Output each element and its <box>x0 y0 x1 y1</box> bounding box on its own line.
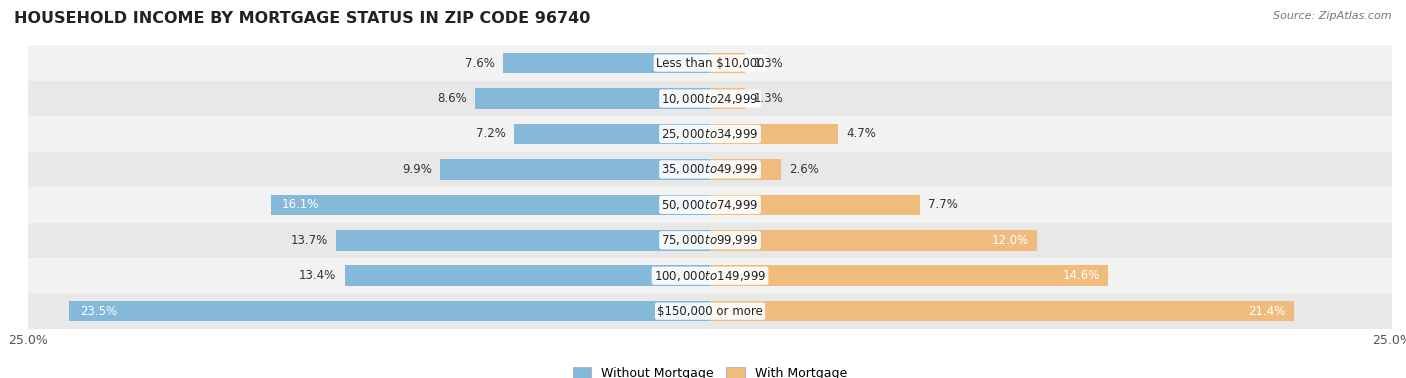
Bar <box>28 81 1392 116</box>
Bar <box>710 230 1038 251</box>
Bar <box>710 124 838 144</box>
Text: 7.2%: 7.2% <box>475 127 506 141</box>
Text: $75,000 to $99,999: $75,000 to $99,999 <box>661 233 759 247</box>
Bar <box>28 293 1392 329</box>
Text: $10,000 to $24,999: $10,000 to $24,999 <box>661 91 759 105</box>
Text: Source: ZipAtlas.com: Source: ZipAtlas.com <box>1274 11 1392 21</box>
Bar <box>440 159 710 180</box>
Text: 8.6%: 8.6% <box>437 92 467 105</box>
Bar <box>28 45 1392 81</box>
Text: 14.6%: 14.6% <box>1063 269 1099 282</box>
Text: 23.5%: 23.5% <box>80 305 117 318</box>
Text: 21.4%: 21.4% <box>1249 305 1285 318</box>
Bar <box>710 53 745 73</box>
Text: HOUSEHOLD INCOME BY MORTGAGE STATUS IN ZIP CODE 96740: HOUSEHOLD INCOME BY MORTGAGE STATUS IN Z… <box>14 11 591 26</box>
Bar <box>336 230 710 251</box>
Bar <box>475 88 710 109</box>
Bar <box>28 152 1392 187</box>
Text: $150,000 or more: $150,000 or more <box>657 305 763 318</box>
Text: 1.3%: 1.3% <box>754 92 783 105</box>
Bar <box>710 88 745 109</box>
Text: 9.9%: 9.9% <box>402 163 432 176</box>
Bar <box>710 195 920 215</box>
Text: 13.7%: 13.7% <box>291 234 328 247</box>
Text: 13.4%: 13.4% <box>299 269 336 282</box>
Bar <box>710 265 1108 286</box>
Bar <box>503 53 710 73</box>
Bar <box>28 187 1392 223</box>
Bar <box>28 258 1392 293</box>
Bar <box>28 116 1392 152</box>
Text: 16.1%: 16.1% <box>281 198 319 211</box>
Bar <box>344 265 710 286</box>
Text: 7.6%: 7.6% <box>464 57 495 70</box>
Bar <box>28 223 1392 258</box>
Text: 4.7%: 4.7% <box>846 127 876 141</box>
Bar <box>710 159 780 180</box>
Bar <box>710 301 1294 321</box>
Bar <box>513 124 710 144</box>
Text: $100,000 to $149,999: $100,000 to $149,999 <box>654 269 766 283</box>
Text: 2.6%: 2.6% <box>789 163 820 176</box>
Text: $35,000 to $49,999: $35,000 to $49,999 <box>661 163 759 177</box>
Text: Less than $10,000: Less than $10,000 <box>655 57 765 70</box>
Text: 7.7%: 7.7% <box>928 198 957 211</box>
Bar <box>271 195 710 215</box>
Bar <box>69 301 710 321</box>
Legend: Without Mortgage, With Mortgage: Without Mortgage, With Mortgage <box>568 362 852 378</box>
Text: 1.3%: 1.3% <box>754 57 783 70</box>
Text: $25,000 to $34,999: $25,000 to $34,999 <box>661 127 759 141</box>
Text: $50,000 to $74,999: $50,000 to $74,999 <box>661 198 759 212</box>
Text: 12.0%: 12.0% <box>991 234 1029 247</box>
